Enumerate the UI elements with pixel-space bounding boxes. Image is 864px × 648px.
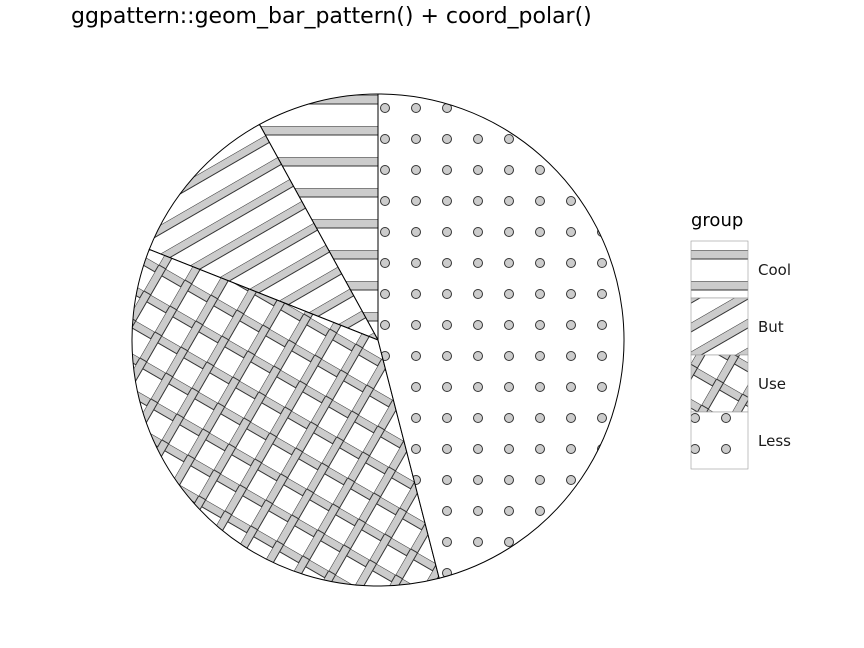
pie-slice-cool [258,93,379,341]
pie-slice-less [377,93,625,579]
pie-slice-but [148,123,380,341]
legend-title: group [691,210,744,231]
legend-key-less [690,411,749,470]
legend-label-less: Less [758,432,791,450]
legend-key-but [690,297,749,356]
pie-slice-use [131,248,440,587]
legend-label-but: But [758,318,784,336]
legend-label-cool: Cool [758,261,791,279]
legend-key-use [690,354,749,413]
chart-title: ggpattern::geom_bar_pattern() + coord_po… [71,4,592,29]
legend-label-use: Use [758,375,787,393]
legend-key-cool [690,240,749,299]
